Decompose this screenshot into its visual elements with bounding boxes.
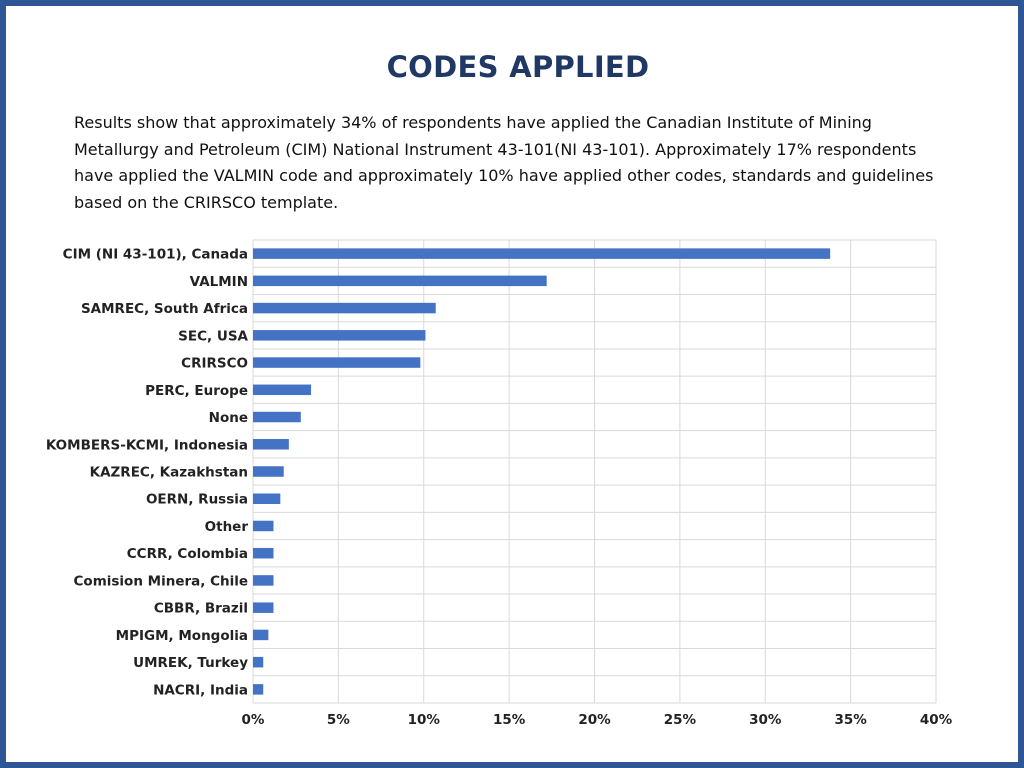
chart-x-axis-ticks: 0% 5% 10% 15% 20% 25% 30% 35% 40% <box>242 712 953 728</box>
chart-category-labels: CIM (NI 43-101), Canada VALMIN SAMREC, Sou… <box>46 247 249 699</box>
category-label-10: Other <box>205 519 249 535</box>
category-label-16: NACRI, India <box>153 682 248 698</box>
bar-14 <box>253 629 269 641</box>
x-tick-label-7: 35% <box>834 712 867 728</box>
category-label-5: PERC, Europe <box>145 383 248 399</box>
x-tick-label-8: 40% <box>920 712 953 728</box>
bar-2 <box>253 302 436 314</box>
bar-8 <box>253 466 284 477</box>
bar-16 <box>253 684 264 695</box>
bar-0 <box>253 248 831 259</box>
slide-paragraph: Results show that approximately 34% of r… <box>74 113 934 212</box>
category-label-14: MPIGM, Mongolia <box>116 628 248 644</box>
x-tick-label-0: 0% <box>242 712 265 728</box>
bar-12 <box>253 575 274 586</box>
bar-1 <box>253 275 547 287</box>
category-label-1: VALMIN <box>190 274 248 290</box>
slide-title: CODES APPLIED <box>386 50 650 84</box>
x-tick-label-6: 30% <box>749 712 782 728</box>
x-tick-label-1: 5% <box>327 712 350 728</box>
category-label-13: CBBR, Brazil <box>154 601 248 617</box>
category-label-7: KOMBERS-KCMI, Indonesia <box>46 437 248 453</box>
category-label-4: CRIRSCO <box>181 356 248 372</box>
category-label-12: Comision Minera, Chile <box>74 573 248 589</box>
category-label-0: CIM (NI 43-101), Canada <box>63 247 248 263</box>
category-label-2: SAMREC, South Africa <box>81 301 248 317</box>
bar-9 <box>253 493 281 504</box>
category-label-11: CCRR, Colombia <box>127 546 248 562</box>
x-tick-label-2: 10% <box>408 712 441 728</box>
category-label-15: UMREK, Turkey <box>133 655 248 671</box>
x-tick-label-5: 25% <box>664 712 697 728</box>
bar-5 <box>253 384 312 396</box>
chart-bars <box>253 248 831 695</box>
bar-11 <box>253 547 274 559</box>
bar-10 <box>253 520 274 532</box>
category-label-6: None <box>209 410 248 426</box>
category-label-3: SEC, USA <box>178 328 248 344</box>
chart-grid <box>252 239 937 704</box>
bar-6 <box>253 411 301 423</box>
x-tick-label-3: 15% <box>493 712 526 728</box>
bar-15 <box>253 656 264 668</box>
bar-4 <box>253 357 421 368</box>
category-label-9: OERN, Russia <box>146 492 248 508</box>
x-tick-label-4: 20% <box>578 712 611 728</box>
category-label-8: KAZREC, Kazakhstan <box>90 465 248 481</box>
bar-13 <box>253 602 274 613</box>
bar-7 <box>253 439 289 450</box>
bar-3 <box>253 330 426 341</box>
